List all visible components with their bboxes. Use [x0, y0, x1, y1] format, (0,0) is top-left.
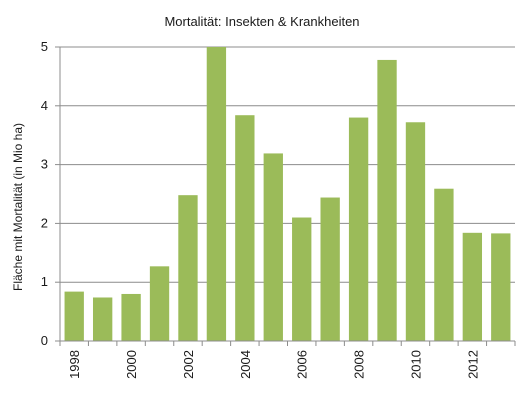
x-tick-label: 2002	[181, 350, 196, 379]
bar-1998	[64, 291, 84, 341]
bar-2002	[178, 195, 198, 341]
bar-2009	[377, 59, 397, 341]
bar-2001	[149, 266, 170, 341]
bar-2006	[292, 217, 312, 341]
y-tick-label: 2	[41, 215, 48, 230]
bar-2003	[206, 47, 227, 341]
y-tick-label: 0	[41, 333, 48, 348]
x-tick-label: 2012	[465, 350, 480, 379]
y-tick-label: 4	[41, 98, 48, 113]
x-tick-label: 2010	[408, 350, 423, 379]
bars	[64, 47, 511, 341]
x-tick-label: 2000	[124, 350, 139, 379]
x-tick-label: 1998	[67, 350, 82, 379]
bar-2007	[320, 197, 340, 341]
bar-2005	[263, 153, 283, 341]
bar-2000	[121, 293, 141, 341]
bar-2013	[491, 233, 511, 341]
bar-2004	[235, 115, 255, 341]
x-tick-labels: 1998 2000 2002 2004 2006 2008 2010 2012	[67, 350, 480, 379]
y-tick-labels: 0 1 2 3 4 5	[41, 39, 48, 348]
axes	[55, 46, 516, 346]
bar-1999	[92, 297, 113, 341]
y-tick-label: 5	[41, 39, 48, 54]
chart-title: Mortalität: Insekten & Krankheiten	[164, 14, 359, 29]
x-tick-label: 2006	[295, 350, 310, 379]
bar-2010	[405, 122, 426, 341]
bar-2011	[434, 188, 454, 341]
bar-2012	[462, 232, 483, 341]
y-axis-label: Fläche mit Mortalität (in Mio ha)	[11, 123, 25, 291]
y-tick-label: 1	[41, 274, 48, 289]
y-tick-label: 3	[41, 157, 48, 172]
bar-2008	[348, 117, 369, 341]
x-tick-label: 2004	[238, 350, 253, 379]
x-tick-label: 2008	[352, 350, 367, 379]
